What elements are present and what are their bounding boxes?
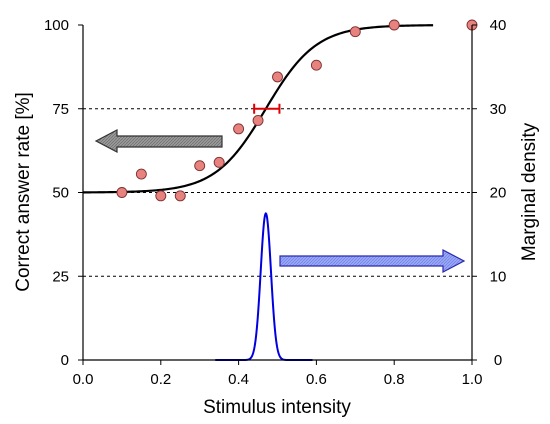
x-axis-label: Stimulus intensity (203, 397, 351, 418)
data-point (174, 190, 186, 202)
y-right-tick-label: 40 (490, 17, 507, 34)
marginal-density-curve (215, 211, 313, 361)
y-right-tick-label: 20 (490, 185, 507, 202)
y-left-tick-label: 25 (52, 268, 69, 285)
data-point (272, 71, 283, 83)
density-layer (215, 211, 313, 361)
data-point (388, 19, 400, 31)
axes-layer (78, 24, 477, 365)
arrow-right-icon (279, 249, 466, 273)
grid-lines (83, 108, 472, 277)
data-point (349, 26, 361, 38)
x-tick-label: 1.0 (462, 371, 483, 388)
data-point (310, 59, 322, 71)
arrow-left-icon (94, 129, 223, 153)
y-axis-left-label: Correct answer rate [%] (13, 92, 34, 292)
y-right-tick-label: 30 (490, 101, 507, 118)
data-point (233, 123, 245, 135)
x-tick-label: 0.2 (150, 371, 171, 388)
errorbar-layer (253, 103, 281, 114)
x-tick-label: 0.8 (384, 371, 405, 388)
data-point (155, 190, 167, 202)
data-point (116, 187, 128, 198)
y-axis-right-label: Marginal density (519, 122, 540, 261)
data-point (135, 168, 147, 180)
x-tick-label: 0.0 (73, 371, 94, 388)
points-layer (116, 19, 478, 202)
x-tick-label: 0.6 (306, 371, 327, 388)
data-point (252, 115, 264, 126)
tick-labels: 0.0 0.2 0.4 0.6 0.8 1.0 0 25 50 75 100 0 10 20 30 40 (44, 17, 506, 388)
y-left-tick-label: 100 (44, 17, 69, 34)
data-point (213, 156, 225, 168)
y-right-tick-label: 0 (494, 352, 502, 369)
y-left-tick-label: 50 (52, 185, 69, 202)
y-left-tick-label: 75 (52, 101, 69, 118)
arrow-layer (94, 129, 466, 273)
x-tick-label: 0.4 (228, 371, 249, 388)
data-point (194, 160, 206, 172)
y-right-tick-label: 10 (490, 268, 507, 285)
y-left-tick-label: 0 (61, 352, 69, 369)
